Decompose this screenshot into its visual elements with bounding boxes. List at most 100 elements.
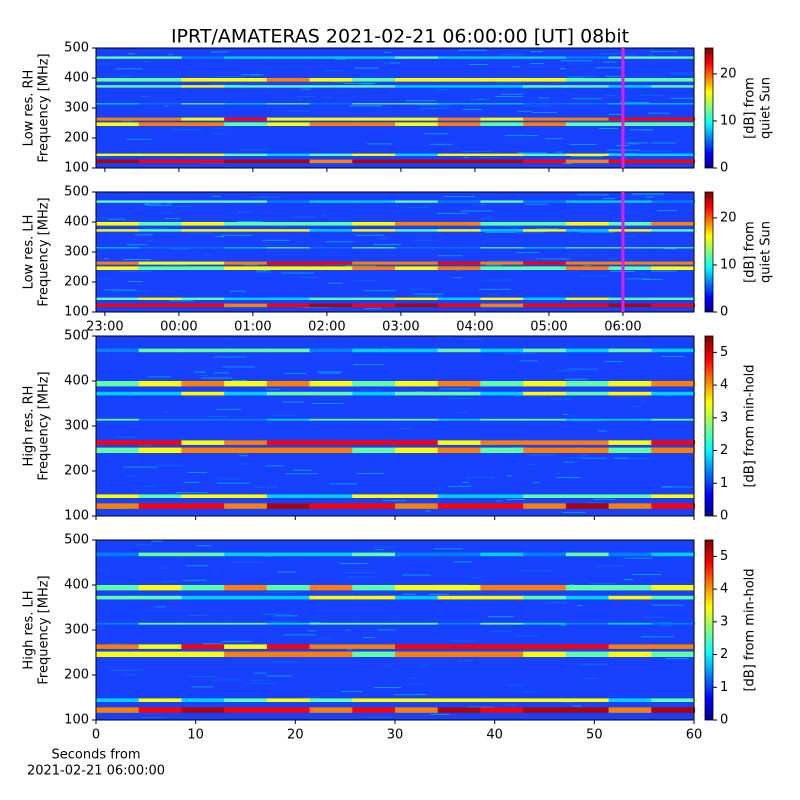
band: [565, 303, 610, 308]
noise: [165, 218, 180, 220]
noise: [578, 663, 609, 665]
noise: [104, 289, 136, 291]
band: [352, 56, 396, 59]
noise: [562, 162, 572, 164]
noise: [237, 220, 263, 222]
noise: [264, 592, 295, 594]
x-tick-label: 06:00: [604, 320, 641, 335]
band: [608, 503, 653, 509]
noise: [430, 713, 450, 715]
noise: [374, 548, 385, 550]
band: [523, 56, 567, 59]
band: [480, 348, 525, 353]
noise: [311, 402, 344, 404]
noise: [488, 260, 522, 262]
band: [437, 247, 482, 249]
band: [352, 117, 396, 121]
noise: [221, 640, 252, 642]
band: [480, 261, 525, 265]
noise: [241, 74, 264, 76]
colorbar-tick-label: 2: [720, 443, 728, 458]
band: [480, 447, 525, 453]
noise: [598, 53, 626, 55]
noise: [473, 577, 483, 579]
band: [181, 122, 226, 126]
noise: [463, 338, 485, 340]
band: [395, 56, 439, 59]
noise: [343, 82, 376, 84]
noise: [629, 129, 653, 131]
colorbar-tick-label: 0: [720, 713, 728, 728]
noise: [517, 110, 532, 112]
noise: [569, 143, 597, 145]
band: [523, 261, 567, 265]
band: [608, 651, 653, 657]
noise: [490, 630, 514, 632]
band: [181, 440, 226, 445]
band: [395, 644, 439, 649]
noise: [381, 62, 388, 64]
noise: [300, 88, 311, 90]
band: [352, 418, 396, 421]
noise: [639, 94, 665, 96]
noise: [255, 270, 266, 272]
band: [523, 552, 567, 557]
band: [181, 552, 226, 557]
noise: [578, 275, 607, 277]
noise: [316, 638, 331, 640]
band: [480, 622, 525, 625]
y-tick-label: 500: [64, 533, 89, 548]
noise: [99, 569, 106, 571]
band: [266, 552, 311, 557]
noise: [183, 481, 199, 483]
noise: [563, 511, 586, 513]
noise: [363, 290, 397, 292]
band: [651, 297, 695, 300]
noise: [398, 427, 412, 429]
noise: [356, 472, 385, 474]
band: [480, 303, 525, 308]
noise: [520, 87, 547, 89]
noise: [640, 400, 645, 402]
band: [266, 707, 311, 713]
noise: [374, 244, 402, 246]
band: [138, 117, 183, 121]
colorbar: [704, 539, 714, 721]
band: [96, 440, 140, 445]
band: [480, 707, 525, 713]
band: [138, 266, 183, 270]
noise: [246, 682, 277, 684]
band: [480, 85, 525, 88]
band: [480, 595, 525, 600]
band: [480, 247, 525, 249]
band: [651, 707, 695, 713]
noise: [566, 368, 598, 370]
band: [266, 117, 311, 121]
noise: [439, 388, 471, 390]
band: [651, 503, 695, 509]
noise: [646, 196, 655, 198]
band: [266, 494, 311, 498]
band: [96, 56, 140, 59]
band: [523, 585, 567, 591]
noise: [643, 130, 653, 132]
noise: [161, 212, 174, 214]
band: [352, 595, 396, 600]
band: [480, 440, 525, 445]
noise: [555, 476, 581, 478]
noise: [243, 264, 258, 266]
noise: [344, 572, 377, 574]
noise: [364, 308, 382, 310]
noise: [109, 669, 143, 671]
noise: [96, 156, 109, 158]
noise: [206, 415, 228, 417]
band: [352, 153, 396, 156]
band: [565, 103, 610, 105]
noise: [569, 457, 587, 459]
noise: [593, 498, 616, 500]
band: [309, 552, 354, 557]
noise: [317, 371, 343, 373]
band: [138, 381, 183, 387]
band: [309, 247, 354, 249]
noise: [448, 485, 472, 487]
